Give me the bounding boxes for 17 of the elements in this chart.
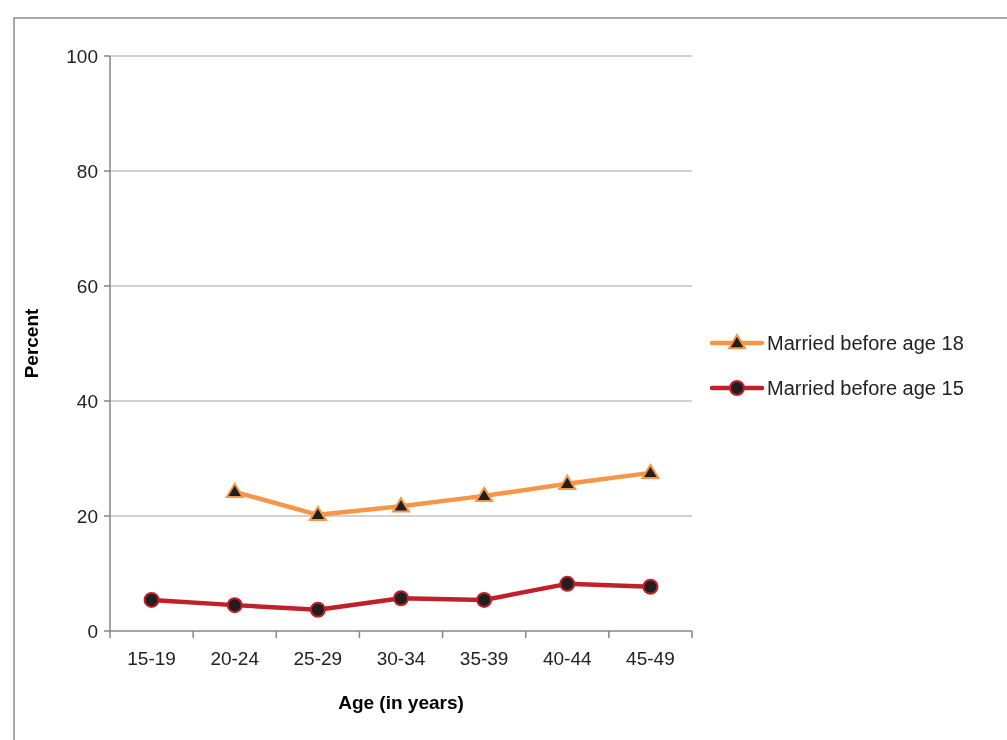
y-tick-label: 60 <box>76 275 98 297</box>
x-axis-title: Age (in years) <box>338 692 464 713</box>
y-tick-label: 40 <box>76 390 98 412</box>
legend-label: Married before age 15 <box>767 377 964 399</box>
x-tick-label: 45-49 <box>626 648 675 669</box>
x-tick-label: 25-29 <box>293 648 343 669</box>
x-tick-label: 40-44 <box>542 648 593 669</box>
legend-label: Married before age 18 <box>767 332 964 354</box>
y-tick-label: 0 <box>87 620 98 642</box>
y-tick-label: 80 <box>76 160 98 182</box>
x-tick-label: 30-34 <box>376 648 426 669</box>
y-tick-label: 100 <box>66 45 98 67</box>
y-axis-title: Percent <box>21 307 42 379</box>
x-tick-label: 20-24 <box>210 648 260 669</box>
x-tick-label: 15-19 <box>127 648 176 669</box>
y-tick-label: 20 <box>76 505 98 527</box>
x-tick-label: 35-39 <box>459 648 509 669</box>
